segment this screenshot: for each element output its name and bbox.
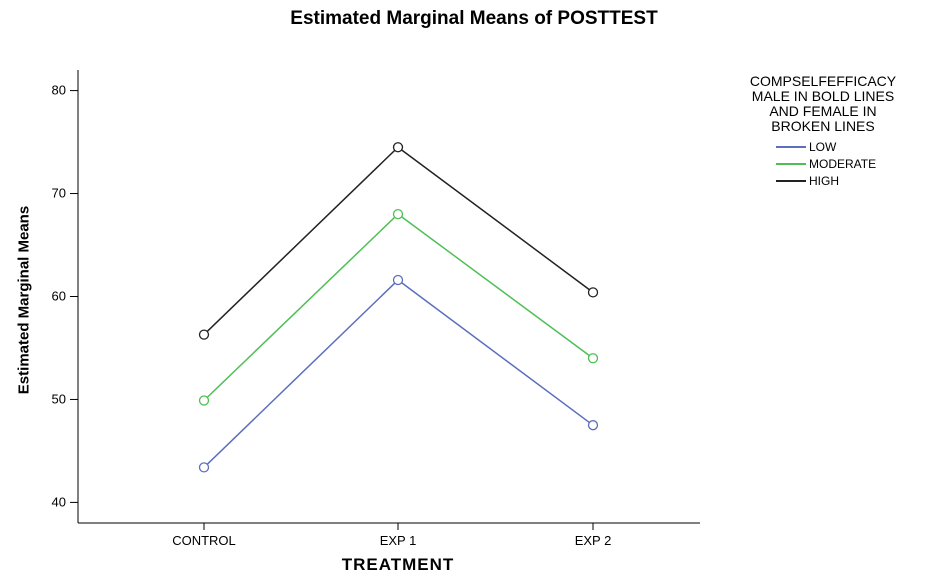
legend-title: COMPSELFEFFICACY MALE IN BOLD LINES AND …: [749, 73, 897, 134]
legend-item-high: HIGH: [776, 172, 946, 189]
legend-item-low: LOW: [776, 138, 946, 155]
y-tick-label-70: 70: [52, 186, 66, 201]
point-low-2: [392, 274, 404, 286]
chart-title: Estimated Marginal Means of POSTTEST: [290, 8, 658, 29]
y-tick-label-40: 40: [52, 494, 66, 509]
series-line-high: [203, 146, 594, 336]
y-tick-label-60: 60: [52, 289, 66, 304]
point-high-2: [392, 142, 404, 153]
legend-label-low: LOW: [809, 139, 837, 154]
legend-swatch-low: [776, 145, 806, 148]
legend-label-high: HIGH: [809, 173, 839, 188]
point-low-1: [198, 462, 210, 473]
y-tick-label-50: 50: [52, 391, 66, 406]
x-tick-label-3: EXP 2: [575, 533, 612, 548]
y-tick-label-80: 80: [52, 83, 66, 98]
series-line-moderate: [203, 213, 594, 402]
legend-items: LOW MODERATE HIGH: [776, 138, 946, 189]
point-high-1: [198, 329, 210, 340]
x-tick-label-2: EXP 1: [380, 533, 417, 548]
series-line-low: [203, 279, 594, 468]
legend-swatch-high: [776, 179, 806, 182]
point-moderate-3: [587, 353, 599, 364]
point-low-3: [587, 420, 599, 431]
x-axis-label: TREATMENT: [341, 555, 455, 574]
point-high-3: [587, 287, 599, 298]
x-tick-label-1: CONTROL: [172, 533, 236, 548]
point-moderate-2: [392, 208, 404, 220]
legend-item-moderate: MODERATE: [776, 155, 946, 172]
legend-label-moderate: MODERATE: [809, 156, 877, 171]
point-moderate-1: [198, 395, 210, 406]
legend-swatch-moderate: [776, 162, 806, 165]
legend: COMPSELFEFFICACY MALE IN BOLD LINES AND …: [700, 74, 946, 189]
